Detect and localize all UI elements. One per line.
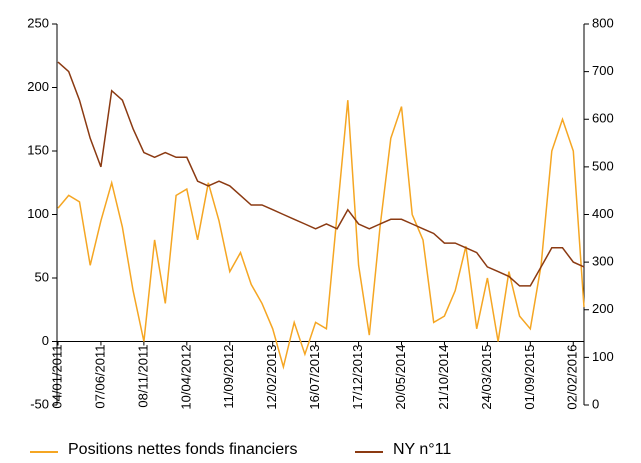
y-tick-label: 200 bbox=[27, 79, 49, 94]
y2-tick-label: 600 bbox=[592, 111, 614, 126]
x-tick-label: 04/01/2011 bbox=[49, 345, 64, 409]
x-tick-label: 08/11/2011 bbox=[135, 345, 150, 408]
x-tick-label: 24/03/2015 bbox=[479, 345, 494, 410]
x-tick-label: 02/02/2016 bbox=[565, 345, 580, 410]
y2-tick-label: 300 bbox=[592, 254, 614, 269]
y-tick-label: 100 bbox=[27, 206, 49, 221]
y2-tick-label: 0 bbox=[592, 396, 599, 411]
series-line bbox=[57, 61, 585, 287]
legend-label: Positions nettes fonds financiers bbox=[68, 441, 297, 458]
y-tick-label: 150 bbox=[27, 142, 49, 157]
y2-tick-label: 100 bbox=[592, 349, 614, 364]
y-tick-label: -50 bbox=[30, 396, 49, 411]
x-tick-label: 20/05/2014 bbox=[393, 345, 408, 410]
y2-tick-label: 400 bbox=[592, 206, 614, 221]
y-tick-label: 250 bbox=[27, 15, 49, 30]
legend-label: NY n°11 bbox=[393, 441, 451, 458]
x-tick-label: 21/10/2014 bbox=[436, 345, 451, 410]
series-line bbox=[57, 100, 585, 370]
x-tick-label: 10/04/2012 bbox=[178, 345, 193, 410]
y-tick-label: 50 bbox=[35, 269, 49, 284]
x-tick-label: 11/09/2012 bbox=[221, 345, 236, 409]
x-tick-label: 07/06/2011 bbox=[92, 345, 107, 409]
x-tick-label: 17/12/2013 bbox=[350, 345, 365, 410]
y2-tick-label: 700 bbox=[592, 63, 614, 78]
y2-tick-label: 500 bbox=[592, 158, 614, 173]
x-tick-label: 16/07/2013 bbox=[307, 345, 322, 410]
y2-tick-label: 800 bbox=[592, 15, 614, 30]
x-tick-label: 01/09/2015 bbox=[522, 345, 537, 410]
y-tick-label: 0 bbox=[42, 333, 49, 348]
y2-tick-label: 200 bbox=[592, 301, 614, 316]
x-tick-label: 12/02/2013 bbox=[264, 345, 279, 410]
